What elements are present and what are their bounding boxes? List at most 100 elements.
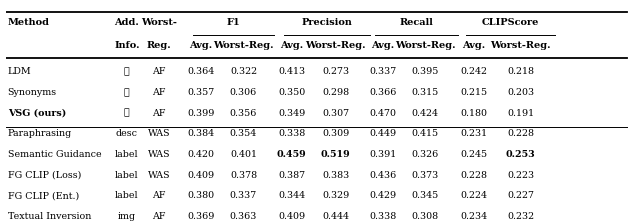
Text: 0.180: 0.180 [460, 109, 487, 118]
Text: 0.245: 0.245 [460, 150, 487, 159]
Text: 0.203: 0.203 [507, 88, 534, 97]
Text: Worst-Reg.: Worst-Reg. [305, 41, 366, 50]
Text: WAS: WAS [147, 171, 170, 180]
Text: 0.338: 0.338 [278, 129, 305, 138]
Text: 0.215: 0.215 [460, 88, 487, 97]
Text: 0.369: 0.369 [187, 212, 214, 221]
Text: 0.395: 0.395 [412, 67, 439, 76]
Text: 0.409: 0.409 [188, 171, 214, 180]
Text: 0.322: 0.322 [230, 67, 257, 76]
Text: Info.: Info. [114, 41, 140, 50]
Text: Worst-: Worst- [141, 18, 177, 27]
Text: 0.350: 0.350 [278, 88, 305, 97]
Text: 0.380: 0.380 [188, 191, 214, 200]
Text: F1: F1 [227, 18, 240, 27]
Text: 0.399: 0.399 [187, 109, 214, 118]
Text: 0.232: 0.232 [507, 212, 534, 221]
Text: 0.429: 0.429 [369, 191, 396, 200]
Text: AF: AF [152, 88, 166, 97]
Text: Synonyms: Synonyms [8, 88, 57, 97]
Text: 0.253: 0.253 [506, 150, 536, 159]
Text: LDM: LDM [8, 67, 31, 76]
Text: AF: AF [152, 212, 166, 221]
Text: Worst-Reg.: Worst-Reg. [490, 41, 551, 50]
Text: Avg.: Avg. [280, 41, 303, 50]
Text: 0.387: 0.387 [278, 171, 305, 180]
Text: Avg.: Avg. [462, 41, 485, 50]
Text: 0.307: 0.307 [322, 109, 349, 118]
Text: 0.378: 0.378 [230, 171, 257, 180]
Text: 0.420: 0.420 [188, 150, 214, 159]
Text: 0.234: 0.234 [460, 212, 487, 221]
Text: desc: desc [116, 129, 138, 138]
Text: ✗: ✗ [124, 88, 130, 97]
Text: 0.409: 0.409 [278, 212, 305, 221]
Text: 0.459: 0.459 [277, 150, 307, 159]
Text: img: img [118, 212, 136, 221]
Text: AF: AF [152, 191, 166, 200]
Text: label: label [115, 191, 139, 200]
Text: VSG (ours): VSG (ours) [8, 109, 66, 118]
Text: 0.444: 0.444 [322, 212, 349, 221]
Text: WAS: WAS [147, 150, 170, 159]
Text: 0.345: 0.345 [412, 191, 439, 200]
Text: CLIPScore: CLIPScore [482, 18, 540, 27]
Text: label: label [115, 150, 139, 159]
Text: 0.344: 0.344 [278, 191, 305, 200]
Text: 0.329: 0.329 [322, 191, 349, 200]
Text: 0.424: 0.424 [412, 109, 439, 118]
Text: Worst-Reg.: Worst-Reg. [213, 41, 274, 50]
Text: 0.391: 0.391 [369, 150, 396, 159]
Text: Textual Inversion: Textual Inversion [8, 212, 91, 221]
Text: 0.363: 0.363 [230, 212, 257, 221]
Text: 0.338: 0.338 [369, 212, 396, 221]
Text: 0.354: 0.354 [230, 129, 257, 138]
Text: 0.231: 0.231 [460, 129, 487, 138]
Text: 0.356: 0.356 [230, 109, 257, 118]
Text: FG CLIP (Loss): FG CLIP (Loss) [8, 171, 81, 180]
Text: 0.373: 0.373 [412, 171, 439, 180]
Text: 0.273: 0.273 [322, 67, 349, 76]
Text: 0.357: 0.357 [188, 88, 214, 97]
Text: 0.413: 0.413 [278, 67, 305, 76]
Text: Precision: Precision [302, 18, 353, 27]
Text: 0.470: 0.470 [369, 109, 396, 118]
Text: Method: Method [8, 18, 50, 27]
Text: 0.337: 0.337 [369, 67, 396, 76]
Text: 0.306: 0.306 [230, 88, 257, 97]
Text: 0.383: 0.383 [322, 171, 349, 180]
Text: 0.228: 0.228 [460, 171, 487, 180]
Text: Worst-Reg.: Worst-Reg. [395, 41, 456, 50]
Text: 0.309: 0.309 [322, 129, 349, 138]
Text: 0.227: 0.227 [508, 191, 534, 200]
Text: 0.326: 0.326 [412, 150, 439, 159]
Text: WAS: WAS [147, 129, 170, 138]
Text: label: label [115, 171, 139, 180]
Text: 0.366: 0.366 [369, 88, 396, 97]
Text: Add.: Add. [115, 18, 139, 27]
Text: Avg.: Avg. [371, 41, 394, 50]
Text: Paraphrasing: Paraphrasing [8, 129, 72, 138]
Text: 0.384: 0.384 [188, 129, 214, 138]
Text: 0.401: 0.401 [230, 150, 257, 159]
Text: Reg.: Reg. [147, 41, 171, 50]
Text: 0.228: 0.228 [508, 129, 534, 138]
Text: ✗: ✗ [124, 109, 130, 118]
Text: AF: AF [152, 109, 166, 118]
Text: Semantic Guidance: Semantic Guidance [8, 150, 101, 159]
Text: ✗: ✗ [124, 67, 130, 76]
Text: 0.349: 0.349 [278, 109, 305, 118]
Text: 0.298: 0.298 [322, 88, 349, 97]
Text: 0.315: 0.315 [412, 88, 439, 97]
Text: FG CLIP (Ent.): FG CLIP (Ent.) [8, 191, 79, 200]
Text: 0.436: 0.436 [369, 171, 396, 180]
Text: 0.519: 0.519 [321, 150, 351, 159]
Text: 0.364: 0.364 [188, 67, 214, 76]
Text: 0.415: 0.415 [412, 129, 439, 138]
Text: 0.223: 0.223 [507, 171, 534, 180]
Text: 0.224: 0.224 [460, 191, 487, 200]
Text: 0.308: 0.308 [412, 212, 439, 221]
Text: AF: AF [152, 67, 166, 76]
Text: 0.337: 0.337 [230, 191, 257, 200]
Text: 0.191: 0.191 [507, 109, 534, 118]
